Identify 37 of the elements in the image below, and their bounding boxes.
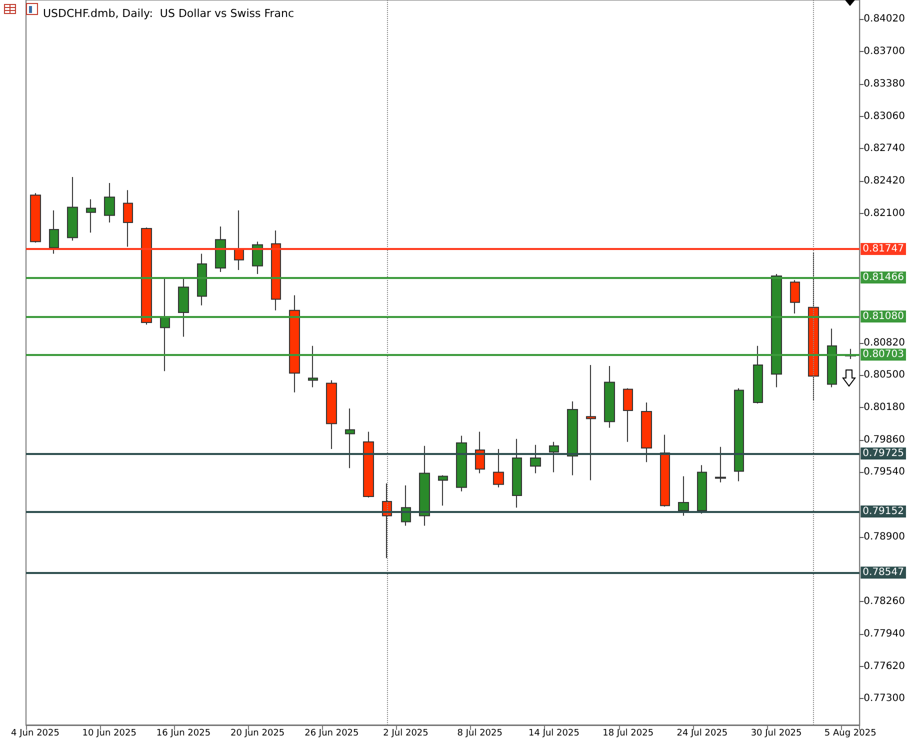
y-tick-label: 0.83380 [864, 78, 906, 90]
x-tick-label: 20 Jun 2025 [230, 728, 285, 738]
y-tick-label: 0.82420 [864, 175, 906, 186]
text: USDCHF.dmb, Daily: US Dollar vs Swiss Franc [43, 7, 294, 20]
x-tick-label: 8 Jul 2025 [457, 728, 502, 738]
x-tick-label: 16 Jun 2025 [156, 728, 211, 738]
y-tick-label: 0.83060 [864, 110, 906, 122]
y-tick-label: 0.78900 [864, 531, 906, 542]
y-tick-label: 0.80180 [864, 402, 906, 413]
x-tick-label: 30 Jul 2025 [750, 728, 802, 738]
x-tick-label: 2 Jul 2025 [383, 728, 428, 738]
ref-line-label: 0.79725 [862, 448, 904, 460]
x-tick-label: 14 Jul 2025 [528, 728, 580, 738]
ref-line-label: 0.79152 [862, 506, 904, 517]
y-tick-label: 0.80820 [864, 337, 906, 348]
ref-line-label: 0.81466 [862, 272, 904, 283]
ref-line-label: 0.78547 [862, 567, 904, 578]
x-tick-label: 4 Jun 2025 [11, 728, 60, 738]
x-tick-label: 24 Jul 2025 [676, 728, 728, 738]
y-tick-label: 0.79860 [864, 434, 906, 446]
ref-line-label: 0.81747 [862, 244, 904, 255]
ref-line-label: 0.80703 [862, 349, 904, 360]
x-tick-label: 26 Jun 2025 [304, 728, 359, 738]
y-tick-label: 0.78260 [864, 596, 906, 608]
y-tick-label: 0.80500 [864, 370, 906, 381]
y-tick-label: 0.84020 [864, 14, 906, 25]
y-tick-label: 0.79540 [864, 466, 906, 478]
y-tick-label: 0.83700 [864, 46, 906, 58]
y-tick-label: 0.77300 [864, 693, 906, 704]
y-tick-label: 0.82740 [864, 143, 906, 154]
y-tick-label: 0.82100 [864, 208, 906, 219]
x-tick-label: 10 Jun 2025 [82, 728, 136, 738]
ref-line-label: 0.81080 [862, 310, 904, 322]
y-tick-label: 0.77620 [864, 660, 906, 672]
x-tick-label: 5 Aug 2025 [824, 728, 876, 738]
x-tick-label: 18 Jul 2025 [602, 728, 654, 738]
y-tick-label: 0.77940 [864, 628, 906, 640]
